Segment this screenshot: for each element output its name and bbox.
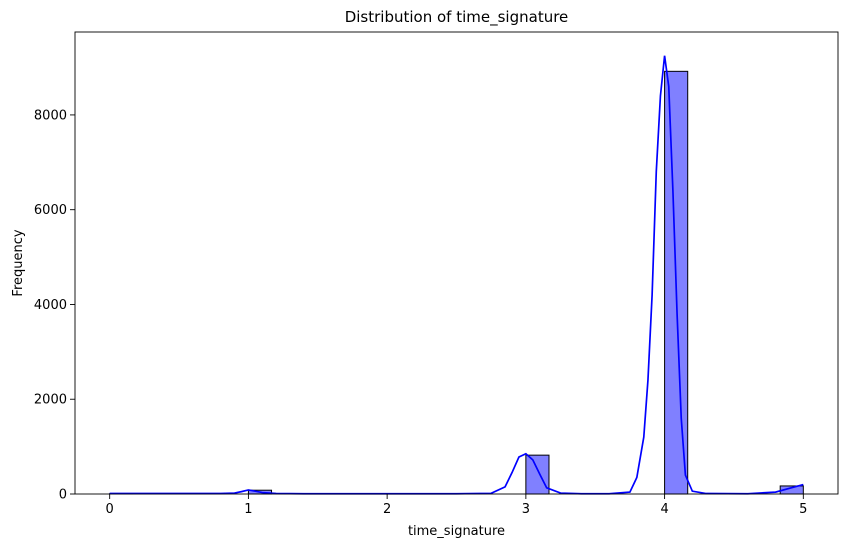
- x-tick-label: 1: [244, 502, 252, 517]
- y-tick-label: 4000: [34, 298, 67, 313]
- x-tick-label: 4: [660, 502, 668, 517]
- x-tick-label: 2: [383, 502, 391, 517]
- x-axis: 0 1 2 3 4 5: [106, 494, 807, 517]
- x-axis-label: time_signature: [408, 524, 505, 539]
- y-axis-label: Frequency: [11, 229, 26, 296]
- y-tick-label: 6000: [34, 203, 67, 218]
- y-tick-label: 2000: [34, 393, 67, 408]
- y-tick-label: 0: [59, 488, 67, 503]
- chart-title: Distribution of time_signature: [345, 8, 569, 27]
- plot-area: [75, 32, 838, 494]
- x-tick-label: 0: [106, 502, 114, 517]
- plot-frame: [74, 31, 839, 495]
- histogram-bar: [525, 454, 550, 495]
- x-tick-label: 5: [799, 502, 807, 517]
- y-axis: 0 2000 4000 6000 8000: [34, 108, 75, 503]
- y-tick-label: 8000: [34, 108, 67, 123]
- x-tick-label: 3: [522, 502, 530, 517]
